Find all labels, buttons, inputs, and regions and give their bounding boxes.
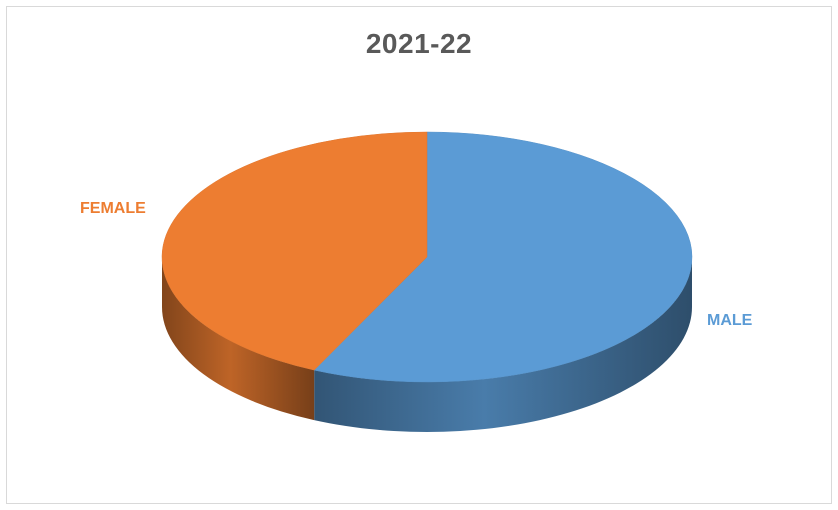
pie-slice-male: [313, 131, 693, 383]
slice-label-male: MALE: [707, 312, 753, 329]
chart-title: 2021-22: [365, 28, 473, 59]
pie-side-male: [314, 257, 692, 432]
pie-side-female: [162, 257, 315, 421]
pie-slice-female: [161, 131, 428, 371]
slice-label-female: FEMALE: [80, 200, 146, 217]
